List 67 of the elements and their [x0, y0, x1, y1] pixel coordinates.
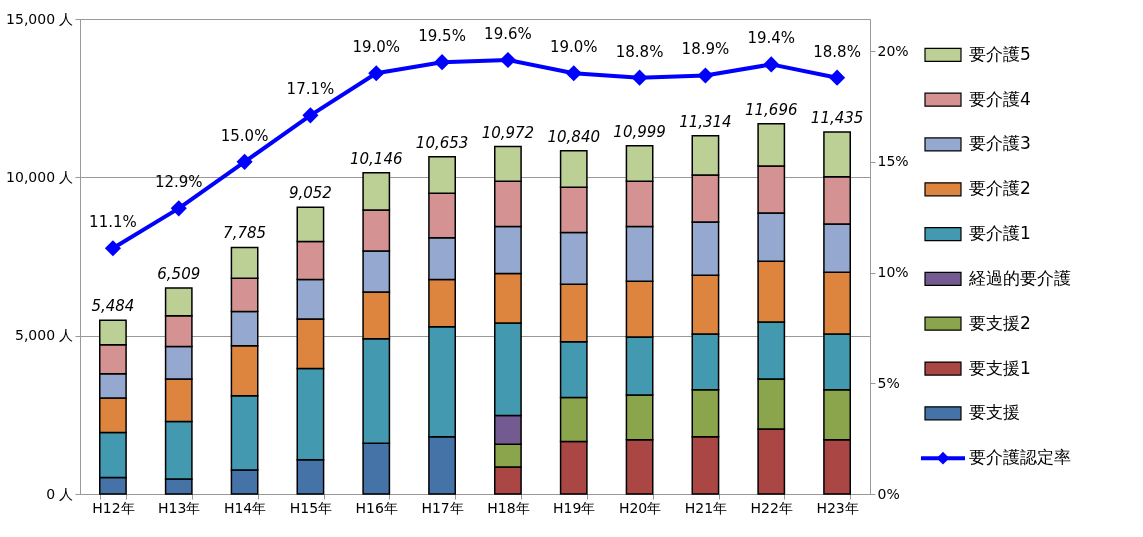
point [302, 107, 319, 124]
point [236, 153, 253, 170]
legend-label: 経過的要介護 [968, 267, 1071, 288]
data-label: 18.8% [615, 42, 664, 61]
data-label: 19.6% [484, 24, 532, 43]
x-tick-label: H18年 [487, 499, 530, 516]
point [697, 67, 714, 84]
data-label: 11.1% [89, 213, 137, 232]
total-label: 10,146 [350, 149, 403, 168]
total-label: 10,972 [481, 123, 535, 142]
point [104, 240, 121, 257]
y-tick-label: 10,000 人 [6, 168, 74, 185]
point [368, 65, 385, 82]
y2-tick-label: 20% [877, 42, 909, 59]
x-tick-label: H16年 [355, 499, 398, 516]
data-label: 18.8% [813, 42, 861, 61]
y2-tick-label: 5% [877, 374, 900, 391]
total-label: 9,052 [288, 184, 332, 203]
x-tick-label: H14年 [223, 499, 267, 516]
y-tick-label: 15,000 人 [6, 10, 74, 27]
data-label: 19.0% [549, 38, 598, 57]
point [565, 65, 582, 82]
point [170, 200, 187, 217]
y2-tick-label: 0% [877, 485, 900, 502]
point [829, 69, 846, 86]
x-tick-label: H21年 [684, 499, 728, 516]
data-label: 12.9% [154, 173, 203, 192]
x-tick-label: H23年 [816, 499, 859, 516]
point [763, 56, 780, 73]
x-tick-label: H22年 [750, 499, 793, 516]
y-tick-label: 5,000 人 [14, 327, 74, 344]
y-tick-label: 0 人 [46, 485, 74, 502]
total-label: 10,840 [547, 127, 600, 146]
total-label: 10,653 [415, 133, 469, 152]
total-label: 10,999 [613, 122, 666, 141]
legend-label: 要支援2 [969, 312, 1031, 333]
total-label: 7,785 [223, 224, 267, 243]
data-label: 17.1% [286, 80, 335, 99]
legend-label: 要介護1 [969, 223, 1031, 244]
legend-label: 要支援1 [969, 357, 1031, 378]
legend-label: 要介護3 [969, 133, 1031, 154]
x-tick-label: H20年 [618, 499, 662, 516]
point [631, 69, 648, 86]
x-tick-label: H19年 [553, 499, 596, 516]
x-tick-label: H15年 [289, 499, 333, 516]
total-label: 11,314 [679, 112, 732, 131]
y2-tick-label: 15% [877, 153, 909, 170]
total-label: 6,509 [157, 264, 201, 283]
total-label: 11,696 [745, 100, 798, 119]
x-tick-label: H17年 [421, 499, 464, 516]
x-tick-label: H12年 [92, 499, 135, 516]
total-label: 5,484 [91, 297, 135, 316]
data-label: 19.5% [418, 27, 466, 46]
legend-label: 要介護4 [969, 88, 1031, 109]
legend-label: 要支援 [969, 402, 1020, 423]
x-tick-label: H13年 [158, 499, 201, 516]
data-label: 19.4% [747, 29, 796, 48]
point [434, 54, 451, 71]
data-label: 18.9% [681, 40, 730, 59]
total-label: 11,435 [810, 108, 864, 127]
data-label: 15.0% [220, 126, 269, 145]
y2-tick-label: 10% [877, 264, 909, 281]
data-label: 19.0% [352, 38, 401, 57]
legend-label: 要介護2 [969, 178, 1031, 199]
legend-label: 要介護5 [969, 43, 1031, 64]
point [499, 51, 516, 69]
legend-label: 要介護認定率 [969, 447, 1071, 468]
